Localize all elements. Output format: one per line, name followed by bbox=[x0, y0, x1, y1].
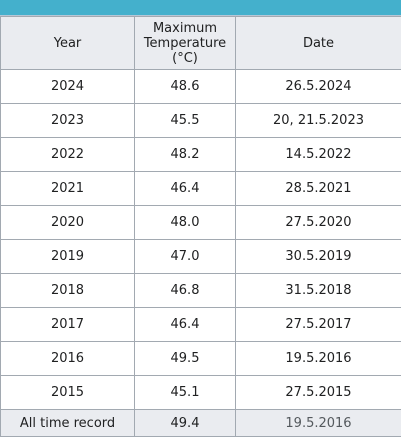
temp-cell: 48.6 bbox=[134, 69, 236, 104]
year-cell: 2018 bbox=[0, 273, 135, 308]
year-cell: 2023 bbox=[0, 103, 135, 138]
year-cell: 2021 bbox=[0, 171, 135, 206]
temp-cell: 49.5 bbox=[134, 341, 236, 376]
header-max-temperature[interactable]: Maximum Temperature (°C) bbox=[134, 16, 236, 70]
record-date-cell: 19.5.2016 bbox=[235, 409, 401, 437]
temp-cell: 47.0 bbox=[134, 239, 236, 274]
table-row: 2022 48.2 14.5.2022 bbox=[0, 137, 401, 172]
date-cell: 31.5.2018 bbox=[235, 273, 401, 308]
table-row: 2021 46.4 28.5.2021 bbox=[0, 171, 401, 206]
temp-cell: 46.4 bbox=[134, 307, 236, 342]
temp-cell: 45.1 bbox=[134, 375, 236, 410]
year-cell: 2024 bbox=[0, 69, 135, 104]
date-cell: 26.5.2024 bbox=[235, 69, 401, 104]
table-row: 2020 48.0 27.5.2020 bbox=[0, 205, 401, 240]
year-cell: 2015 bbox=[0, 375, 135, 410]
year-cell: 2016 bbox=[0, 341, 135, 376]
table-row: 2023 45.5 20, 21.5.2023 bbox=[0, 103, 401, 138]
temperature-table: Year Maximum Temperature (°C) Date 2024 … bbox=[0, 16, 401, 437]
temp-cell: 46.8 bbox=[134, 273, 236, 308]
table-row: 2017 46.4 27.5.2017 bbox=[0, 307, 401, 342]
date-cell: 27.5.2020 bbox=[235, 205, 401, 240]
record-label-cell: All time record bbox=[0, 409, 135, 437]
table-row: 2016 49.5 19.5.2016 bbox=[0, 341, 401, 376]
table-caption-bar bbox=[0, 0, 401, 16]
year-cell: 2022 bbox=[0, 137, 135, 172]
date-cell: 27.5.2015 bbox=[235, 375, 401, 410]
header-temp-line1: Maximum bbox=[152, 20, 218, 36]
table-row: 2019 47.0 30.5.2019 bbox=[0, 239, 401, 274]
year-cell: 2019 bbox=[0, 239, 135, 274]
year-cell: 2017 bbox=[0, 307, 135, 342]
date-cell: 30.5.2019 bbox=[235, 239, 401, 274]
header-date[interactable]: Date bbox=[235, 16, 401, 70]
date-cell: 19.5.2016 bbox=[235, 341, 401, 376]
temp-cell: 45.5 bbox=[134, 103, 236, 138]
header-row: Year Maximum Temperature (°C) Date bbox=[0, 16, 401, 70]
date-cell: 27.5.2017 bbox=[235, 307, 401, 342]
temp-cell: 48.0 bbox=[134, 205, 236, 240]
header-temp-line3: (°C) bbox=[172, 50, 198, 66]
date-cell: 20, 21.5.2023 bbox=[235, 103, 401, 138]
header-temp-line2: Temperature bbox=[143, 35, 227, 51]
record-row: All time record 49.4 19.5.2016 bbox=[0, 409, 401, 437]
table-row: 2024 48.6 26.5.2024 bbox=[0, 69, 401, 104]
record-temp-cell: 49.4 bbox=[134, 409, 236, 437]
table-row: 2018 46.8 31.5.2018 bbox=[0, 273, 401, 308]
temp-cell: 48.2 bbox=[134, 137, 236, 172]
date-cell: 14.5.2022 bbox=[235, 137, 401, 172]
date-cell: 28.5.2021 bbox=[235, 171, 401, 206]
year-cell: 2020 bbox=[0, 205, 135, 240]
temp-cell: 46.4 bbox=[134, 171, 236, 206]
header-year[interactable]: Year bbox=[0, 16, 135, 70]
table-row: 2015 45.1 27.5.2015 bbox=[0, 375, 401, 410]
